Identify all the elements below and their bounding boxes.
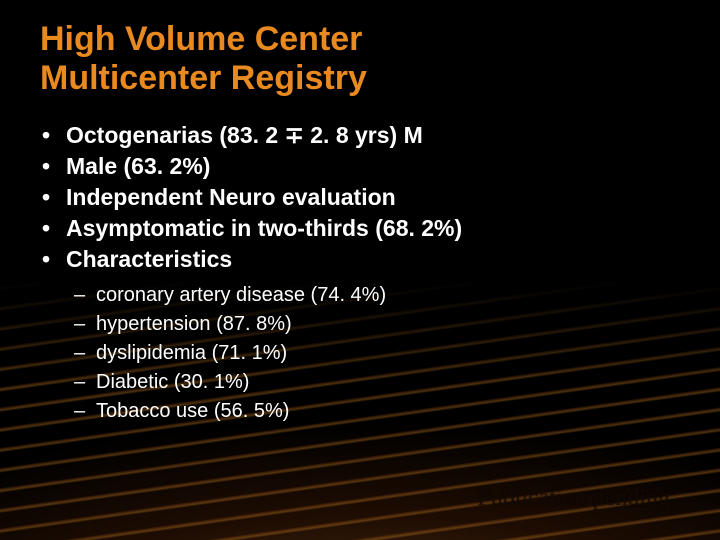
bullet-text: Asymptomatic in two-thirds (68. 2%) bbox=[66, 215, 462, 241]
bullet-list: Octogenarias (83. 2 ∓ 2. 8 yrs) M Male (… bbox=[40, 120, 680, 275]
sub-bullet-text: hypertension (87. 8%) bbox=[96, 313, 292, 335]
bullet-item: Characteristics bbox=[40, 244, 680, 275]
footer-note: Publication pending bbox=[477, 485, 670, 512]
bullet-text: Independent Neuro evaluation bbox=[66, 184, 396, 210]
sub-bullet-item: Diabetic (30. 1%) bbox=[74, 368, 680, 397]
sub-bullet-text: coronary artery disease (74. 4%) bbox=[96, 284, 386, 306]
sub-bullet-text: Diabetic (30. 1%) bbox=[96, 371, 249, 393]
sub-bullet-item: Tobacco use (56. 5%) bbox=[74, 397, 680, 426]
bullet-text: Male (63. 2%) bbox=[66, 153, 210, 179]
sub-bullet-text: dyslipidemia (71. 1%) bbox=[96, 342, 287, 364]
bullet-item: Male (63. 2%) bbox=[40, 151, 680, 182]
sub-bullet-list: coronary artery disease (74. 4%) hyperte… bbox=[40, 281, 680, 426]
slide-title: High Volume Center Multicenter Registry bbox=[40, 20, 680, 98]
slide: High Volume Center Multicenter Registry … bbox=[0, 0, 720, 540]
sub-bullet-text: Tobacco use (56. 5%) bbox=[96, 400, 289, 422]
bullet-item: Octogenarias (83. 2 ∓ 2. 8 yrs) M bbox=[40, 120, 680, 151]
sub-bullet-item: hypertension (87. 8%) bbox=[74, 310, 680, 339]
sub-bullet-item: coronary artery disease (74. 4%) bbox=[74, 281, 680, 310]
title-line-1: High Volume Center bbox=[40, 20, 362, 58]
bullet-text: Octogenarias (83. 2 ∓ 2. 8 yrs) M bbox=[66, 122, 423, 148]
sub-bullet-item: dyslipidemia (71. 1%) bbox=[74, 339, 680, 368]
title-line-2: Multicenter Registry bbox=[40, 59, 367, 97]
bullet-item: Asymptomatic in two-thirds (68. 2%) bbox=[40, 213, 680, 244]
bullet-text: Characteristics bbox=[66, 246, 232, 272]
content-area: High Volume Center Multicenter Registry … bbox=[0, 0, 720, 426]
bullet-item: Independent Neuro evaluation bbox=[40, 182, 680, 213]
